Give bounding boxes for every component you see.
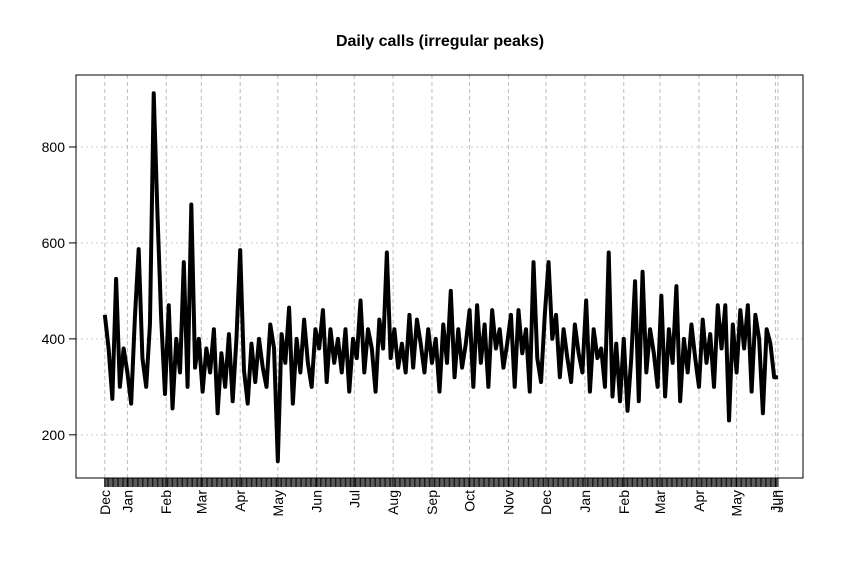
x-tick-label: Jun	[770, 490, 786, 513]
x-tick-label: Aug	[385, 490, 401, 515]
x-tick-label: Oct	[462, 490, 478, 512]
x-tick-label: Dec	[538, 490, 554, 515]
y-tick-label: 800	[42, 139, 66, 155]
series-line	[102, 91, 778, 464]
y-tick-label: 400	[42, 331, 66, 347]
x-tick-label: Feb	[616, 490, 632, 514]
y-tick-label: 200	[42, 427, 66, 443]
y-tick-label: 600	[42, 235, 66, 251]
x-tick-label: Jul	[346, 490, 362, 508]
x-tick-label: Mar	[193, 490, 209, 514]
x-tick-label: Jan	[119, 490, 135, 513]
x-tick-label: Apr	[691, 490, 707, 512]
x-tick-label: Jun	[309, 490, 325, 513]
x-tick-label: Feb	[158, 490, 174, 514]
x-tick-label: Dec	[97, 490, 113, 515]
x-tick-label: May	[270, 490, 286, 516]
x-tick-label: Sep	[424, 490, 440, 515]
x-tick-label: Apr	[232, 490, 248, 512]
x-tick-label: Jun	[767, 490, 783, 513]
x-tick-label: Jan	[577, 490, 593, 513]
x-tick-label: May	[729, 490, 745, 516]
plot-frame	[75, 74, 804, 479]
x-tick-label: Mar	[652, 490, 668, 514]
chart-title: Daily calls (irregular peaks)	[336, 33, 544, 50]
x-tick-label: Nov	[500, 490, 516, 515]
